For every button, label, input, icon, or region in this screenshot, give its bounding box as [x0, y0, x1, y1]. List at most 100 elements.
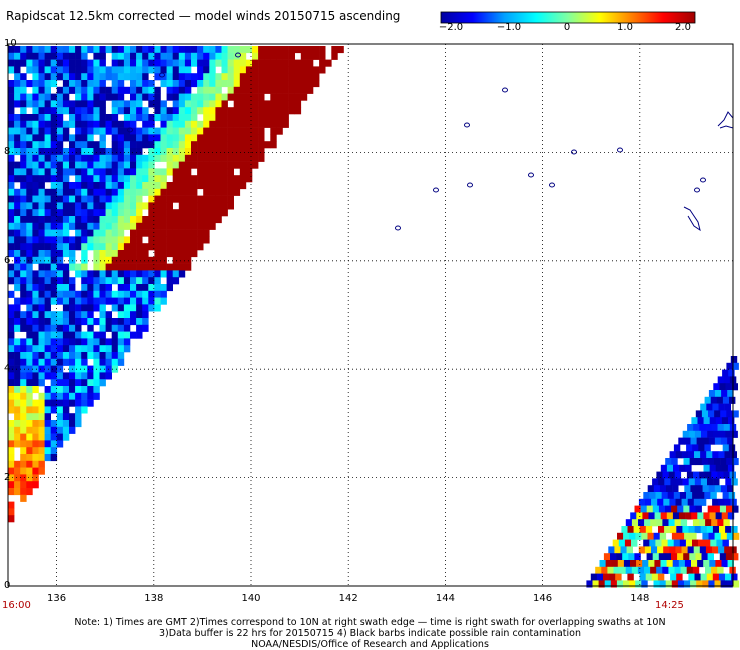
- wind-cell: [14, 413, 21, 421]
- wind-cell: [166, 243, 173, 251]
- wind-cell: [671, 553, 678, 561]
- wind-cell: [32, 114, 39, 122]
- wind-cell: [99, 256, 106, 264]
- wind-cell: [99, 127, 106, 135]
- wind-cell: [653, 532, 660, 540]
- wind-cell: [111, 222, 119, 230]
- wind-cell: [209, 222, 216, 230]
- wind-cell: [154, 256, 161, 264]
- wind-cell: [56, 256, 64, 264]
- wind-cell: [99, 318, 106, 326]
- wind-cell: [184, 100, 192, 108]
- wind-cell: [732, 410, 739, 418]
- wind-cell: [56, 352, 64, 360]
- wind-cell: [38, 52, 45, 60]
- wind-cell: [178, 134, 186, 142]
- wind-cell: [227, 175, 234, 183]
- wind-cell: [703, 464, 710, 472]
- wind-cell: [701, 410, 709, 418]
- wind-cell: [69, 86, 76, 94]
- wind-cell: [81, 358, 88, 366]
- wind-cell: [38, 161, 45, 169]
- wind-cell: [93, 250, 100, 258]
- wind-cell: [8, 447, 15, 455]
- wind-cell: [160, 59, 167, 67]
- wind-cell: [14, 236, 21, 244]
- wind-cell: [111, 318, 119, 326]
- wind-cell: [75, 209, 82, 217]
- wind-cell: [209, 52, 216, 60]
- wind-cell: [221, 52, 228, 60]
- wind-cell: [50, 277, 58, 285]
- wind-cell: [62, 46, 70, 54]
- wind-cell: [197, 66, 204, 74]
- wind-cell: [111, 365, 119, 373]
- wind-cell: [142, 46, 149, 54]
- wind-cell: [732, 553, 739, 561]
- wind-cell: [99, 141, 106, 149]
- wind-cell: [75, 304, 82, 312]
- wind-cell: [620, 546, 627, 554]
- wind-cell: [117, 141, 125, 149]
- wind-cell: [14, 127, 21, 135]
- wind-cell: [20, 399, 27, 407]
- wind-cell: [694, 478, 702, 486]
- wind-cell: [227, 182, 234, 190]
- wind-cell: [638, 519, 645, 527]
- wind-cell: [20, 134, 27, 142]
- wind-cell: [233, 127, 241, 135]
- wind-cell: [627, 573, 634, 581]
- wind-cell: [93, 345, 100, 353]
- wind-cell: [50, 243, 58, 251]
- wind-cell: [719, 553, 727, 561]
- wind-cell: [703, 417, 710, 425]
- wind-cell: [288, 93, 295, 101]
- wind-cell: [154, 263, 161, 271]
- wind-cell: [99, 195, 106, 203]
- wind-cell: [44, 66, 51, 74]
- wind-cell: [725, 526, 732, 534]
- wind-cell: [142, 66, 149, 74]
- wind-cell: [44, 426, 51, 434]
- wind-cell: [50, 297, 58, 305]
- wind-cell: [38, 182, 45, 190]
- wind-cell: [50, 175, 58, 183]
- wind-cell: [117, 202, 125, 210]
- wind-cell: [276, 73, 283, 81]
- wind-cell: [130, 297, 137, 305]
- wind-cell: [20, 413, 27, 421]
- wind-cell: [252, 154, 259, 162]
- wind-cell: [8, 352, 15, 360]
- wind-cell: [712, 498, 719, 506]
- wind-cell: [136, 100, 143, 108]
- wind-cell: [160, 229, 167, 237]
- wind-cell: [130, 59, 137, 67]
- wind-cell: [148, 236, 155, 244]
- wind-cell: [26, 66, 33, 74]
- wind-cell: [707, 478, 714, 486]
- wind-cell: [215, 141, 222, 149]
- wind-cell: [62, 345, 70, 353]
- wind-cell: [111, 107, 119, 115]
- wind-cell: [148, 46, 155, 54]
- wind-cell: [81, 256, 88, 264]
- wind-cell: [69, 114, 76, 122]
- wind-cell: [75, 290, 82, 298]
- wind-cell: [117, 80, 125, 88]
- island-outline: [502, 87, 508, 93]
- wind-cell: [38, 406, 45, 414]
- wind-cell: [14, 175, 21, 183]
- wind-cell: [81, 290, 88, 298]
- wind-cell: [62, 243, 70, 251]
- wind-cell: [20, 454, 27, 462]
- wind-cell: [730, 356, 738, 364]
- wind-cell: [99, 73, 106, 81]
- wind-cell: [111, 277, 119, 285]
- wind-cell: [93, 209, 100, 217]
- wind-cell: [197, 243, 204, 251]
- wind-cell: [215, 168, 222, 176]
- wind-cell: [203, 93, 210, 101]
- wind-cell: [184, 175, 192, 183]
- wind-cell: [62, 202, 70, 210]
- wind-cell: [56, 440, 64, 448]
